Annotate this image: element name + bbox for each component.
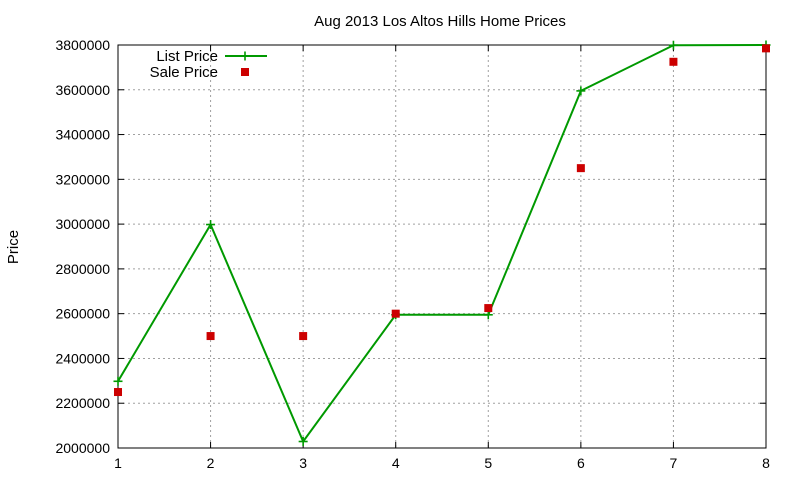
list-price-point (206, 220, 216, 230)
x-tick-label: 8 (762, 455, 770, 471)
axes: 2000000 2200000 2400000 2600000 2800000 30000… (55, 37, 770, 471)
y-tick-label: 3800000 (55, 37, 110, 53)
legend-label-sale-price: Sale Price (150, 64, 218, 81)
y-axis-label: Price (5, 230, 22, 264)
sale-price-point (299, 332, 308, 341)
x-tick-label: 5 (484, 455, 492, 471)
y-tick-label: 3600000 (55, 82, 110, 98)
y-tick-label: 3000000 (55, 216, 110, 232)
sale-price-point (391, 309, 400, 318)
sale-price-point (762, 44, 770, 53)
y-tick-label: 2000000 (55, 440, 110, 456)
sale-price-point (669, 57, 678, 66)
x-tick-label: 1 (114, 455, 122, 471)
list-price-line (117, 44, 767, 444)
list-price-series (113, 40, 771, 447)
y-tick-label: 2200000 (55, 395, 110, 411)
plot-frame (117, 44, 767, 449)
y-tick-label: 3400000 (55, 127, 110, 143)
sale-price-series (114, 44, 770, 397)
list-price-point (576, 86, 586, 96)
chart-title: Aug 2013 Los Altos Hills Home Prices (314, 13, 566, 30)
y-tick-label: 2800000 (55, 261, 110, 277)
list-price-point (668, 40, 678, 50)
x-tick-label: 3 (299, 455, 307, 471)
grid (118, 45, 766, 448)
y-tick-label: 3200000 (55, 171, 110, 187)
y-tick-label: 2400000 (55, 350, 110, 366)
x-tick-label: 6 (577, 455, 585, 471)
x-tick-label: 2 (207, 455, 215, 471)
legend-marker-list-price (240, 51, 250, 61)
sale-price-point (114, 388, 122, 397)
y-tick-label: 2600000 (55, 306, 110, 322)
sale-price-point (576, 164, 585, 173)
legend-label-list-price: List Price (156, 48, 218, 65)
list-price-point (113, 376, 123, 386)
plot-series (113, 40, 771, 447)
x-tick-label: 4 (392, 455, 400, 471)
sale-price-point (206, 332, 215, 341)
x-tick-label: 7 (670, 455, 678, 471)
legend-marker-sale-price (241, 68, 249, 76)
sale-price-point (484, 304, 493, 313)
list-price-point (298, 437, 308, 447)
